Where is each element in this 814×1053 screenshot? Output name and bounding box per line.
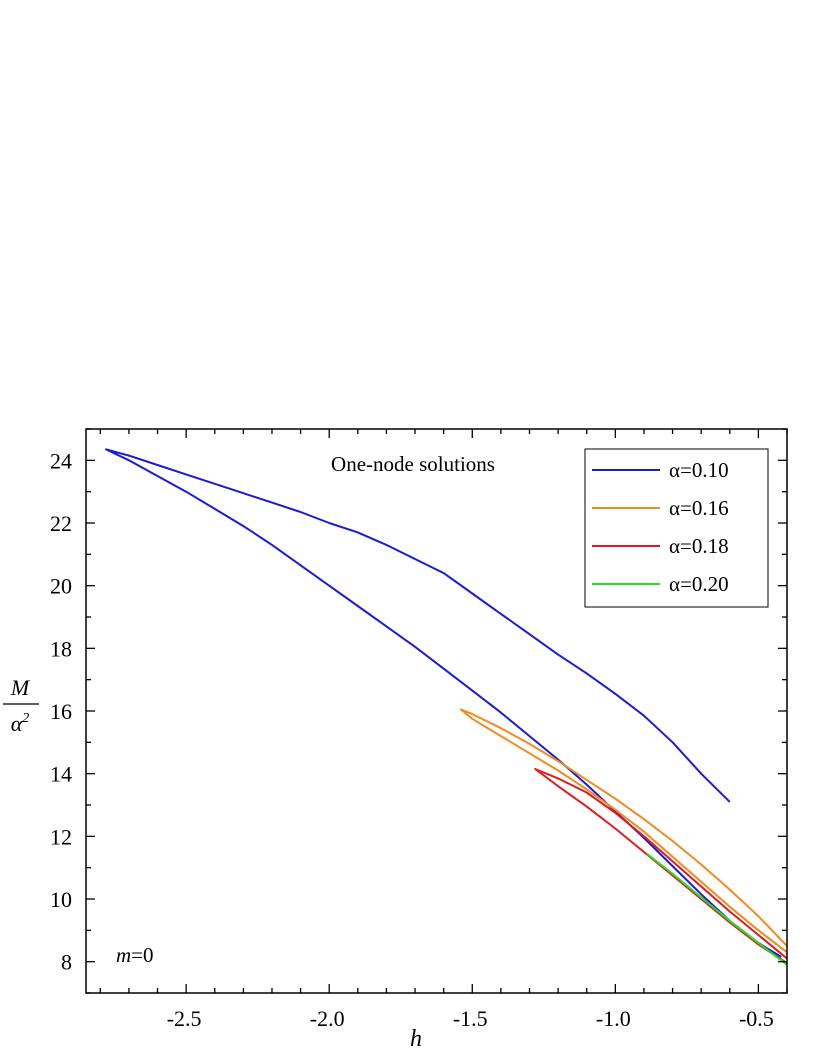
x-tick-label: -2.0 — [310, 1006, 345, 1031]
legend-label-1: α=0.10 — [669, 458, 729, 482]
y-tick-label: 22 — [50, 511, 72, 536]
x-tick-label: -1.5 — [453, 1006, 488, 1031]
y-tick-label: 16 — [50, 699, 72, 724]
x-tick-labels: -2.5 -2.0 -1.5 -1.0 -0.5 — [167, 1006, 774, 1031]
y-axis-label: M α2 — [3, 675, 39, 736]
series-line-3 — [534, 768, 787, 965]
series-line-4 — [646, 852, 787, 966]
legend-label-4: α=0.20 — [669, 572, 729, 596]
x-tick-label: -0.5 — [739, 1006, 774, 1031]
annotation-parameter: m=0 — [116, 943, 154, 967]
legend: α=0.10 α=0.16 α=0.18 α=0.20 — [584, 448, 769, 608]
y-tick-labels: 8 10 12 14 16 18 20 22 24 — [50, 448, 72, 974]
y-axis-label-denominator-base: α — [11, 711, 23, 736]
series-line-2 — [459, 708, 787, 954]
y-tick-label: 18 — [50, 636, 72, 661]
y-tick-label: 10 — [50, 887, 72, 912]
y-axis-label-denominator-exponent: 2 — [22, 711, 29, 726]
x-tick-label: -1.0 — [596, 1006, 631, 1031]
y-tick-label: 24 — [50, 448, 72, 473]
axis-ticks — [86, 428, 788, 994]
annotation-title: One-node solutions — [331, 452, 495, 476]
x-tick-label: -2.5 — [167, 1006, 202, 1031]
x-axis-label: h — [410, 1026, 422, 1052]
legend-label-2: α=0.16 — [669, 496, 729, 520]
y-axis-label-numerator: M — [10, 675, 31, 700]
y-tick-label: 12 — [50, 824, 72, 849]
y-axis-label-denominator: α2 — [11, 711, 30, 736]
legend-box — [584, 448, 769, 608]
legend-label-3: α=0.18 — [669, 534, 729, 558]
plot-lines — [105, 448, 787, 966]
y-tick-label: 8 — [61, 950, 72, 975]
annotation-parameter-value: =0 — [131, 943, 153, 967]
annotation-parameter-variable: m — [116, 943, 131, 967]
y-tick-label: 20 — [50, 574, 72, 599]
y-tick-label: 14 — [50, 762, 72, 787]
